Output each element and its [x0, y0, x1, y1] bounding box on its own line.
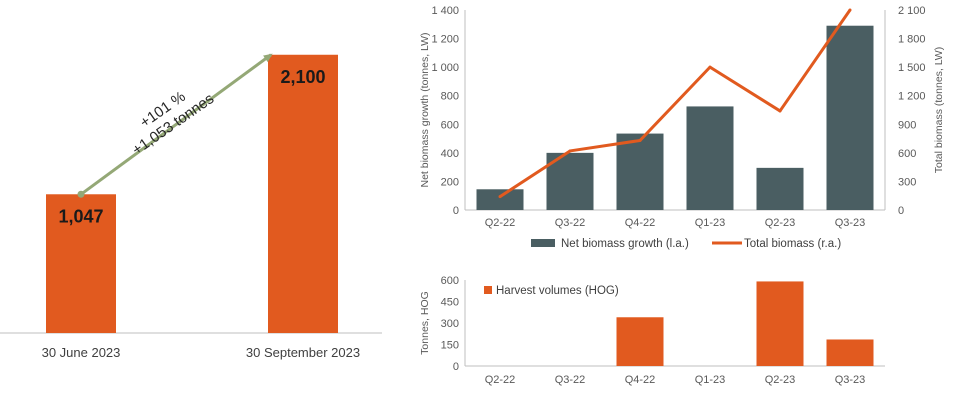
point-total-biomass-q3-23 — [848, 8, 852, 12]
right-tick-label: 1 200 — [898, 91, 926, 103]
category-label-q2-23: Q2-23 — [765, 374, 796, 386]
bar-net-biomass-growth-q3-23 — [826, 25, 874, 211]
point-total-biomass-q2-22 — [498, 195, 502, 199]
bottom-chart-ticks: 0 150 300 450 600 — [441, 275, 459, 373]
category-label-q2-23: Q2-23 — [765, 217, 796, 229]
bar-value-label-30-june-2023: 1,047 — [58, 206, 103, 226]
top-chart-left-axis-label: Net biomass growth (tonnes, LW) — [419, 32, 431, 187]
bottom-tick-label: 600 — [441, 275, 459, 287]
bottom-tick-label: 300 — [441, 318, 459, 330]
category-label-q3-22: Q3-22 — [555, 374, 586, 386]
bottom-tick-label: 0 — [453, 361, 459, 373]
top-chart-category-labels: Q2-22 Q3-22 Q4-22 Q1-23 Q2-23 Q3-23 — [485, 217, 866, 229]
net-biomass-growth-bars — [476, 25, 874, 211]
right-tick-label: 900 — [898, 119, 916, 131]
total-biomass-comparison-chart: 1,047 2,100 30 June 2023 30 September 20… — [0, 53, 382, 360]
top-chart-right-axis-label: Total biomass (tonnes, LW) — [933, 47, 945, 173]
category-label-q2-22: Q2-22 — [485, 374, 516, 386]
category-label-q3-22: Q3-22 — [555, 217, 586, 229]
top-chart-legend: Net biomass growth (l.a.) Total biomass … — [531, 238, 841, 250]
point-total-biomass-q2-23 — [778, 109, 782, 113]
left-tick-label: 0 — [453, 205, 459, 217]
category-label-q1-23: Q1-23 — [695, 217, 726, 229]
left-tick-label: 800 — [441, 91, 459, 103]
left-tick-label: 600 — [441, 119, 459, 131]
bar-30-september-2023 — [268, 54, 338, 333]
biomass-growth-chart: 0 200 400 600 800 1 000 1 200 1 400 0 30… — [419, 5, 945, 250]
growth-arrow-start-dot — [77, 190, 85, 198]
top-chart-right-ticks: 0 300 600 900 1 200 1 500 1 800 2 100 — [898, 5, 926, 217]
left-tick-label: 200 — [441, 176, 459, 188]
bar-harvest-volume-q2-23 — [756, 281, 804, 366]
legend-swatch-harvest-volumes — [484, 286, 492, 294]
right-tick-label: 2 100 — [898, 5, 926, 17]
left-tick-label: 1 000 — [431, 62, 459, 74]
bar-value-label-30-september-2023: 2,100 — [280, 67, 325, 87]
legend-swatch-net-biomass-growth — [531, 239, 555, 247]
left-tick-label: 1 400 — [431, 5, 459, 17]
bottom-tick-label: 150 — [441, 340, 459, 352]
category-label-q2-22: Q2-22 — [485, 217, 516, 229]
category-label-q3-23: Q3-23 — [835, 217, 866, 229]
bar-net-biomass-growth-q2-23 — [756, 167, 804, 210]
category-label-q1-23: Q1-23 — [695, 374, 726, 386]
legend-label-total-biomass: Total biomass (r.a.) — [744, 238, 841, 250]
legend-label-harvest-volumes: Harvest volumes (HOG) — [496, 285, 619, 297]
bar-net-biomass-growth-q4-22 — [616, 133, 664, 210]
bottom-tick-label: 450 — [441, 297, 459, 309]
right-tick-label: 0 — [898, 205, 904, 217]
category-label-q4-22: Q4-22 — [625, 217, 656, 229]
bar-harvest-volume-q4-22 — [616, 317, 664, 366]
growth-arrow — [80, 53, 273, 196]
bar-net-biomass-growth-q1-23 — [686, 106, 734, 210]
bottom-chart-category-labels: Q2-22 Q3-22 Q4-22 Q1-23 Q2-23 Q3-23 — [485, 374, 866, 386]
harvest-volume-bars — [616, 281, 874, 366]
right-tick-label: 1 800 — [898, 34, 926, 46]
total-biomass-points — [498, 8, 852, 199]
harvest-volumes-chart: 0 150 300 450 600 Tonnes, HOG Harvest vo… — [419, 275, 885, 386]
right-tick-label: 600 — [898, 148, 916, 160]
bar-net-biomass-growth-q2-22 — [476, 189, 524, 210]
bar-30-june-2023 — [46, 194, 116, 333]
right-tick-label: 1 500 — [898, 62, 926, 74]
total-biomass-line — [499, 9, 852, 198]
category-label-30-september-2023: 30 September 2023 — [246, 345, 360, 360]
category-label-q3-23: Q3-23 — [835, 374, 866, 386]
right-tick-label: 300 — [898, 176, 916, 188]
legend-label-net-biomass-growth: Net biomass growth (l.a.) — [561, 238, 689, 250]
point-total-biomass-q4-22 — [638, 138, 642, 142]
bottom-chart-legend: Harvest volumes (HOG) — [484, 285, 619, 297]
point-total-biomass-q3-22 — [568, 149, 572, 153]
category-label-30-june-2023: 30 June 2023 — [42, 345, 121, 360]
left-tick-label: 400 — [441, 148, 459, 160]
bottom-chart-axis-label: Tonnes, HOG — [419, 291, 431, 355]
growth-annotation: +101 % +1,053 tonnes — [129, 88, 217, 159]
left-tick-label: 1 200 — [431, 34, 459, 46]
category-label-q4-22: Q4-22 — [625, 374, 656, 386]
bar-harvest-volume-q3-23 — [826, 339, 874, 366]
top-chart-left-ticks: 0 200 400 600 800 1 000 1 200 1 400 — [431, 5, 459, 217]
point-total-biomass-q1-23 — [708, 65, 712, 69]
